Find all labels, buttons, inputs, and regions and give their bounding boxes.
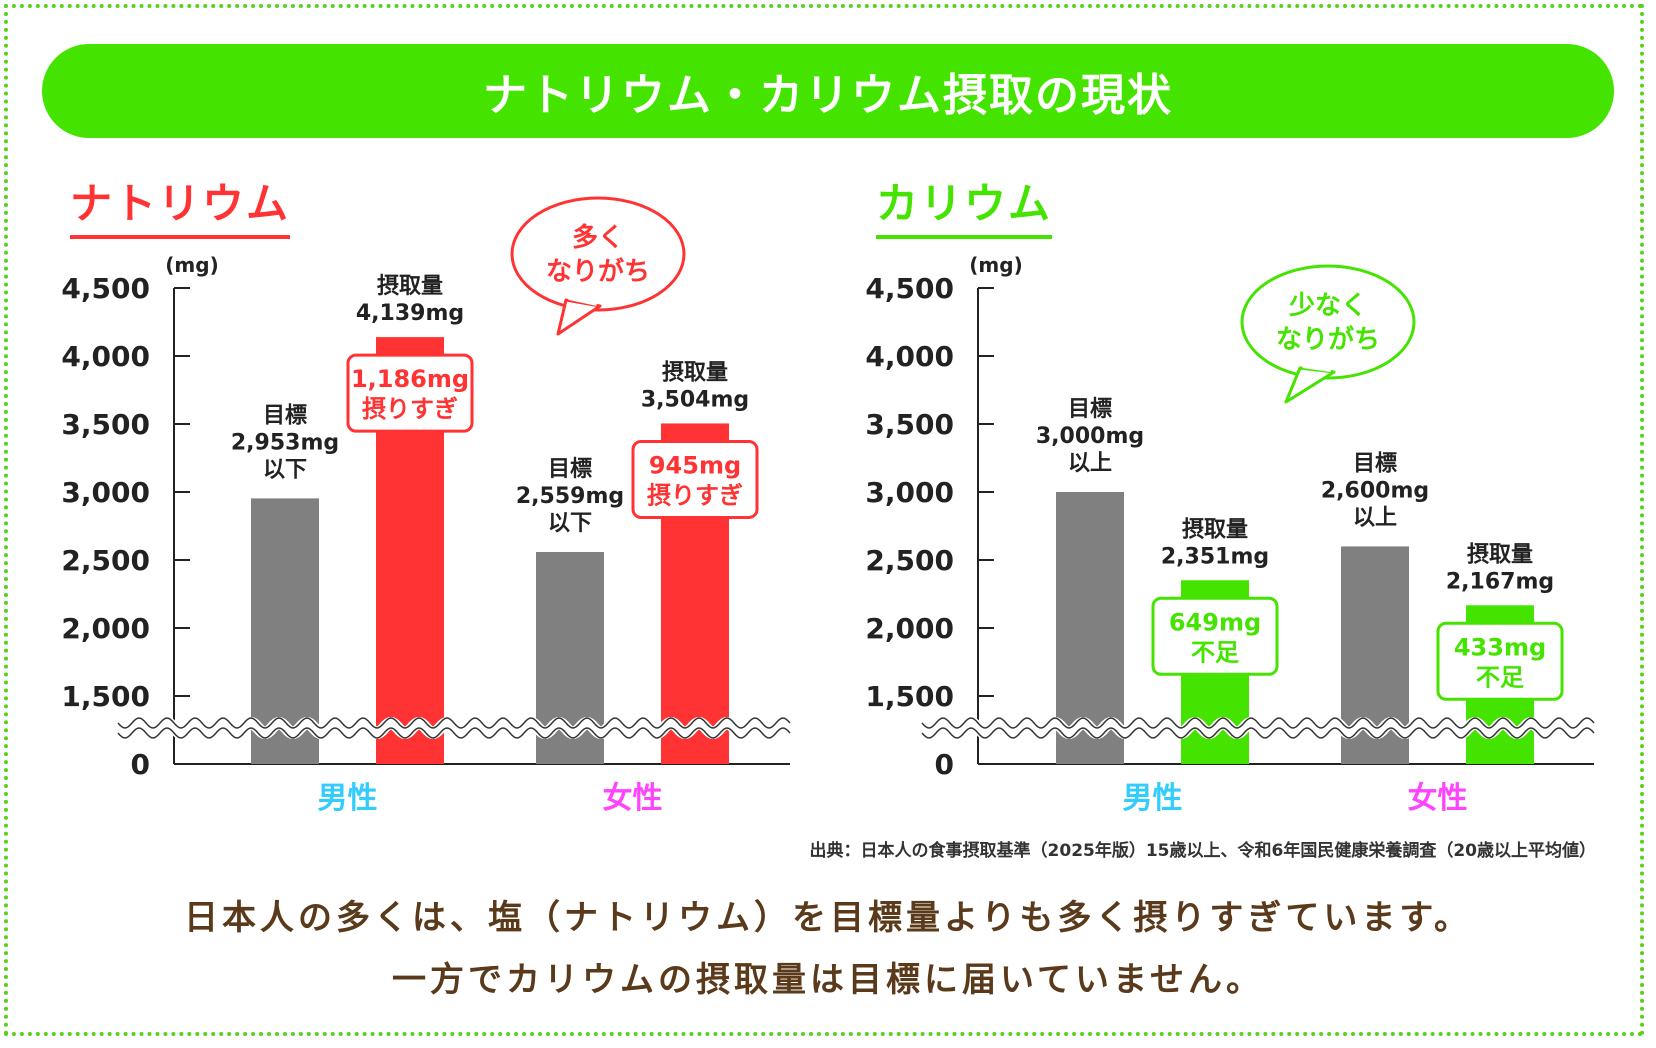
banner-title: ナトリウム・カリウム摂取の現状 xyxy=(483,70,1173,121)
difference-label: 649mg xyxy=(1169,608,1261,636)
target-label: 以上 xyxy=(1068,451,1112,476)
y-tick-label: 2,500 xyxy=(865,544,954,577)
difference-label: 不足 xyxy=(1191,638,1239,666)
difference-label: 摂りすぎ xyxy=(362,395,458,423)
target-label: 3,000mg xyxy=(1036,424,1144,449)
target-label: 目標 xyxy=(263,403,307,428)
category-label: 女性 xyxy=(1408,781,1468,816)
intake-label: 摂取量 xyxy=(1467,541,1533,567)
speech-bubble xyxy=(510,196,686,312)
target-label: 以下 xyxy=(263,457,307,482)
y-tick-label: 1,500 xyxy=(865,680,954,713)
target-label: 2,953mg xyxy=(231,430,339,455)
source-note: 出典：日本人の食事摂取基準（2025年版）15歳以上、令和6年国民健康栄養調査（… xyxy=(809,841,1596,861)
intake-label: 摂取量 xyxy=(377,273,443,299)
y-tick-label: 2,000 xyxy=(865,612,954,645)
speech-bubble-text: 多く xyxy=(572,223,624,253)
speech-bubble-text: なりがち xyxy=(546,256,650,287)
y-tick-label: 3,000 xyxy=(865,476,954,509)
axis-break-gap xyxy=(113,717,795,739)
difference-label: 摂りすぎ xyxy=(647,481,743,509)
target-label: 目標 xyxy=(1068,397,1112,422)
axis-break-line xyxy=(117,727,791,739)
category-label: 女性 xyxy=(603,781,663,816)
speech-bubble-text: 少なく xyxy=(1288,291,1367,321)
y-tick-label: 0 xyxy=(131,748,150,781)
difference-box xyxy=(1151,596,1279,676)
intake-label: 2,351mg xyxy=(1161,544,1269,569)
intake-label: 摂取量 xyxy=(662,359,728,385)
target-label: 以上 xyxy=(1353,505,1397,530)
title-banner: ナトリウム・カリウム摂取の現状 xyxy=(42,44,1614,138)
difference-label: 1,186mg xyxy=(351,365,469,393)
sodium-title: ナトリウム xyxy=(70,170,291,239)
intake-label: 4,139mg xyxy=(356,301,464,326)
speech-bubble-joint xyxy=(1302,362,1332,372)
y-tick-label: 2,000 xyxy=(61,612,150,645)
axis-break-line xyxy=(117,717,791,729)
axis-break-line xyxy=(921,727,1595,739)
difference-label: 不足 xyxy=(1476,663,1524,691)
target-label: 2,559mg xyxy=(516,484,624,509)
target-label: 以下 xyxy=(548,511,592,536)
category-label: 男性 xyxy=(1123,781,1183,816)
y-tick-label: 4,500 xyxy=(61,272,150,305)
axis-break-gap xyxy=(917,717,1599,739)
target-label: 目標 xyxy=(548,457,592,482)
y-tick-label: 3,500 xyxy=(61,408,150,441)
y-tick-label: 4,000 xyxy=(61,340,150,373)
axis-break-line xyxy=(921,717,1595,729)
y-tick-label: 2,500 xyxy=(61,544,150,577)
y-tick-label: 4,000 xyxy=(865,340,954,373)
target-label: 目標 xyxy=(1353,451,1397,476)
speech-bubble xyxy=(1240,264,1416,380)
category-label: 男性 xyxy=(318,781,378,816)
difference-box xyxy=(1436,621,1564,701)
difference-box xyxy=(631,439,759,519)
intake-label: 2,167mg xyxy=(1446,569,1554,594)
intake-label: 3,504mg xyxy=(641,387,749,412)
speech-bubble-text: なりがち xyxy=(1276,324,1380,355)
difference-label: 433mg xyxy=(1454,633,1546,661)
summary-line-1: 日本人の多くは、塩（ナトリウム）を目標量よりも多く摂りすぎています。 xyxy=(184,898,1472,938)
y-unit-label: (mg) xyxy=(969,253,1022,277)
target-label: 2,600mg xyxy=(1321,478,1429,503)
y-tick-label: 3,500 xyxy=(865,408,954,441)
dotted-frame xyxy=(4,4,1644,1036)
intake-label: 摂取量 xyxy=(1182,516,1248,542)
y-tick-label: 4,500 xyxy=(865,272,954,305)
y-tick-label: 0 xyxy=(935,748,954,781)
summary-line-2: 一方でカリウムの摂取量は目標に届いていません。 xyxy=(392,960,1264,1000)
difference-box xyxy=(346,353,474,433)
y-unit-label: (mg) xyxy=(165,253,218,277)
y-tick-label: 1,500 xyxy=(61,680,150,713)
y-tick-label: 3,000 xyxy=(61,476,150,509)
potassium-title: カリウム xyxy=(876,170,1053,239)
difference-label: 945mg xyxy=(649,451,741,479)
speech-bubble-joint xyxy=(568,294,598,306)
